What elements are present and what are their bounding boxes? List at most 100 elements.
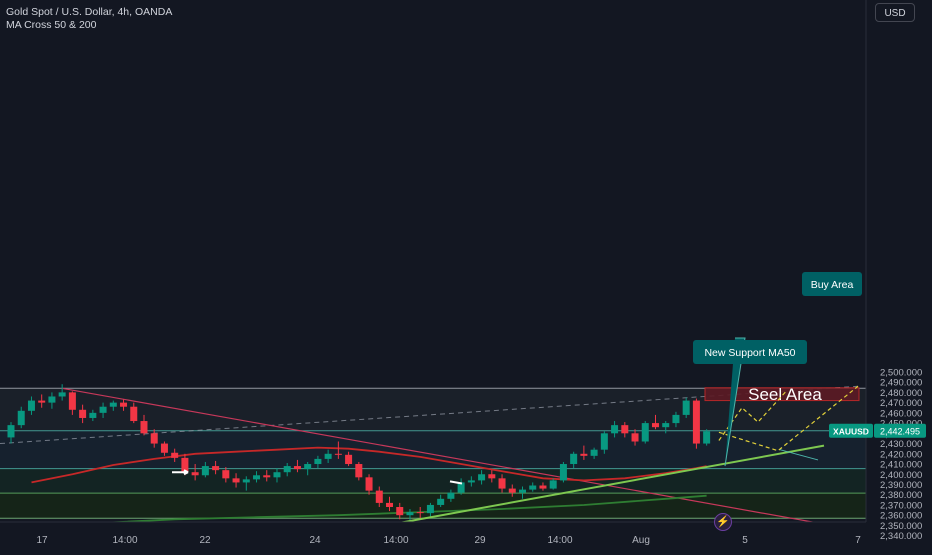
projection-path-1 [718,389,788,441]
support-trendline [396,444,825,525]
y-tick-label: 2,490.000 [880,378,922,389]
candle-body [58,392,66,397]
candle-body [7,425,15,438]
candles-group [7,384,711,521]
candle-body [437,498,445,505]
y-tick-label: 2,470.000 [880,398,922,409]
sell-area-label: Seel Area [748,385,822,404]
candle-body [498,478,506,489]
y-tick-label: 2,410.000 [880,460,922,471]
candle-body [570,453,578,465]
candle-body [242,479,250,483]
price-symbol-tag [829,423,873,438]
candle-body [508,488,516,493]
candle-body [334,453,342,455]
ma50-line [31,446,707,484]
sell-area-box [704,387,860,402]
y-tick-label: 2,360.000 [880,511,922,522]
y-tick-label: 2,430.000 [880,439,922,450]
support-label: New Support MA50 [704,347,795,359]
candle-body [672,414,680,424]
candle-body [488,474,496,479]
chart-header: Gold Spot / U.S. Dollar, 4h, OANDA MA Cr… [6,6,172,32]
candle-body [447,492,455,499]
candle-body [263,475,271,478]
support-pointer [724,337,746,467]
y-tick-label: 2,480.000 [880,388,922,399]
candle-body [27,400,35,411]
candle-body [48,396,56,403]
candle-body [662,423,670,428]
x-tick-label: 24 [309,535,321,546]
candle-body [559,464,567,481]
support-zone-shade [0,468,866,494]
candle-body [160,443,168,453]
buy-area-callout [802,272,862,296]
y-tick-label: 2,460.000 [880,408,922,419]
candle-body [79,409,87,418]
candle-body [416,512,424,514]
candle-body [396,506,404,516]
y-tick-label: 2,420.000 [880,449,922,460]
price-value-text: 2,442.495 [880,426,920,436]
y-tick-label: 2,390.000 [880,480,922,491]
candle-body [478,474,486,481]
x-tick-label: 17 [36,535,48,546]
y-tick-label: 2,500.000 [880,367,922,378]
candle-body [304,464,312,470]
candle-body [68,392,76,410]
y-tick-label: 2,350.000 [880,521,922,532]
candle-body [467,480,475,483]
candle-body [692,400,700,444]
lightning-icon[interactable]: ⚡ [714,513,732,531]
candle-body [375,490,383,503]
candle-body [109,402,117,407]
x-tick-label: 22 [199,535,211,546]
candle-body [181,457,189,473]
x-tick-label: 14:00 [112,535,137,546]
candle-body [703,431,711,444]
candle-body [539,485,547,489]
candle-body [120,402,128,407]
candle-body [273,472,281,478]
candle-body [38,400,46,403]
support-callout [693,340,807,364]
candle-body [365,477,373,491]
candle-body [549,480,557,489]
candle-body [519,489,526,493]
candle-body [426,504,434,514]
candle-body [580,453,588,456]
indicator-legend[interactable]: MA Cross 50 & 200 [6,19,97,31]
candle-body [406,512,414,516]
x-tick-label: 5 [742,535,748,546]
candle-body [651,423,659,428]
x-tick-label: 14:00 [383,535,408,546]
price-symbol-text: XAUUSD [833,426,869,436]
y-tick-label: 2,380.000 [880,490,922,501]
candle-body [355,464,363,478]
candle-body [529,485,537,490]
candle-body [212,466,220,471]
candle-body [253,475,261,480]
candle-body [314,458,322,465]
y-tick-label: 2,400.000 [880,470,922,481]
candle-body [140,421,148,434]
currency-button[interactable]: USD [875,3,915,22]
x-tick-label: 29 [474,535,486,546]
candle-body [130,406,138,422]
candle-body [611,425,619,434]
arrow-marker [172,469,189,476]
candle-body [600,433,608,450]
candle-body [345,454,353,465]
price-value-tag [874,423,926,438]
arrow-marker [449,480,463,485]
candle-body [201,466,209,476]
x-tick-label: 7 [855,535,861,546]
candle-body [283,466,291,473]
mid-zone-shade [0,430,866,469]
candle-body [191,472,199,476]
candle-body [641,423,649,442]
resistance-trendline [61,387,844,529]
y-tick-label: 2,340.000 [880,531,922,542]
